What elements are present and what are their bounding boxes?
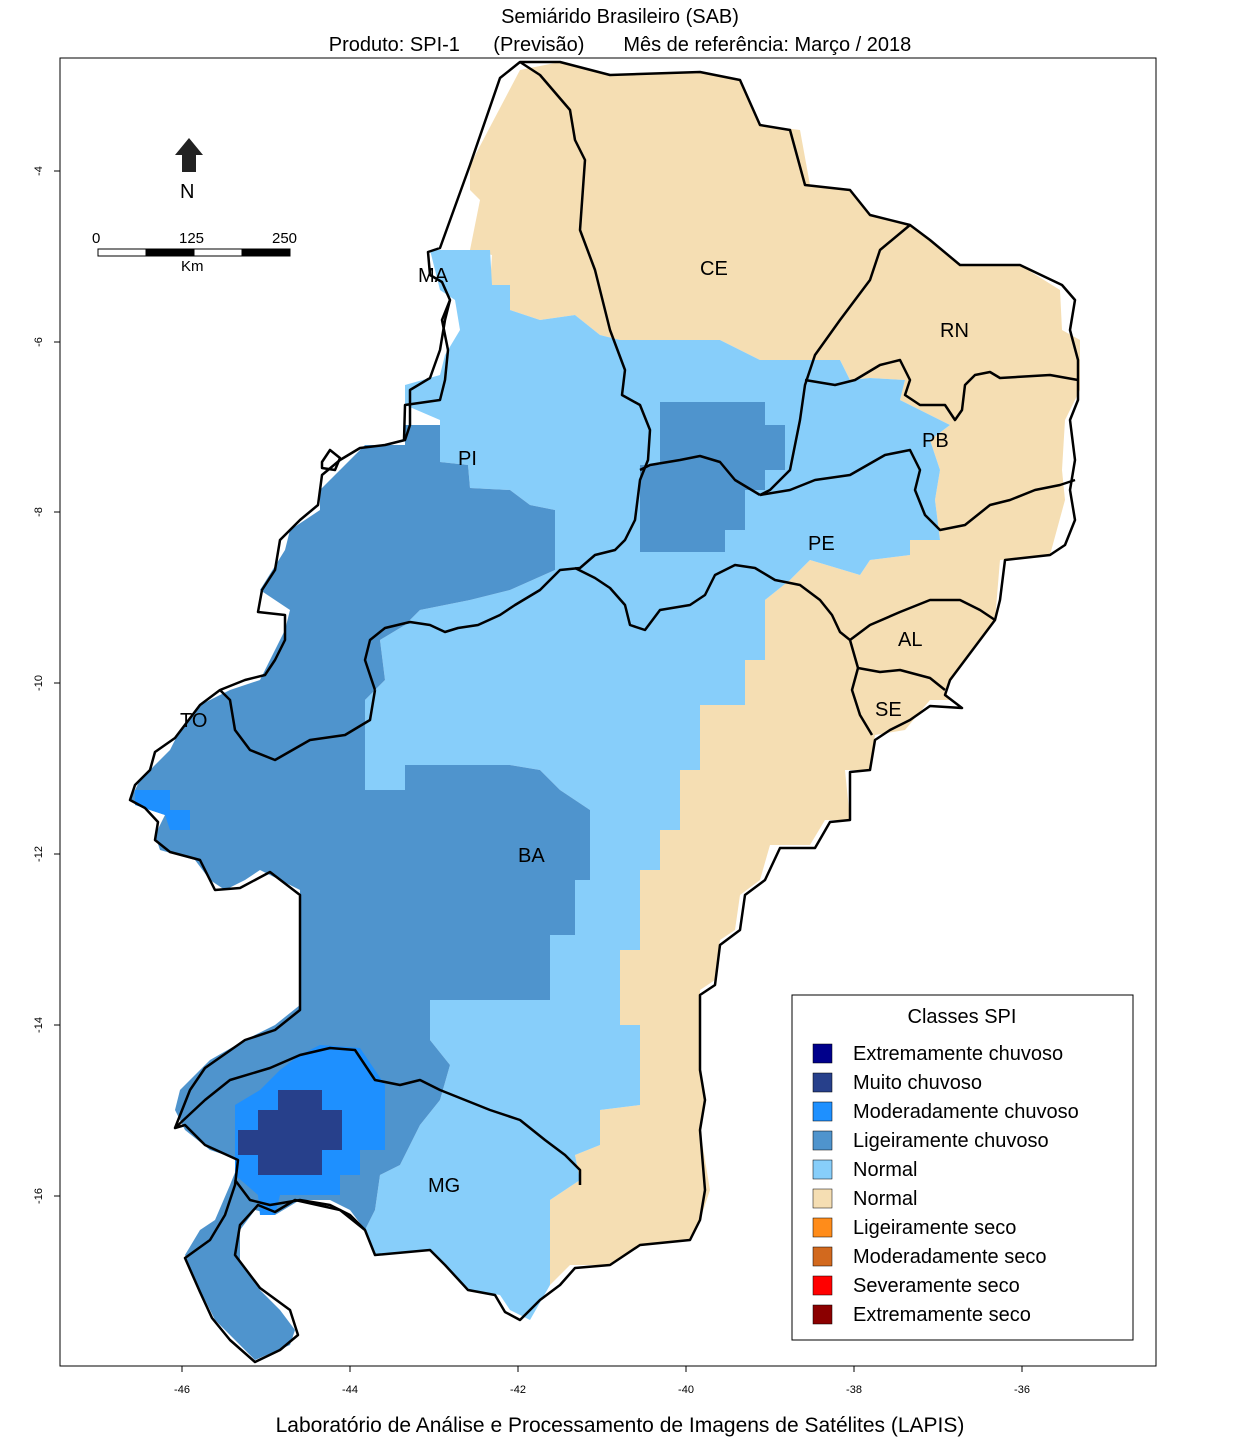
state-label-mg: MG: [428, 1175, 460, 1197]
subtitle-reference: Mês de referência: Março / 2018: [623, 34, 912, 56]
north-arrow-icon: [175, 138, 203, 172]
state-label-to: TO: [180, 710, 207, 732]
scale-bar: 0 125 250 Km: [92, 230, 297, 275]
border-ba-al-se: [848, 639, 874, 736]
legend-label: Muito chuvoso: [853, 1072, 982, 1094]
border-pe-south: [759, 448, 1076, 532]
legend-swatch: [812, 1159, 833, 1180]
state-label-pi: PI: [458, 448, 477, 470]
legend-title: Classes SPI: [908, 1006, 1017, 1028]
legend-label: Ligeiramente seco: [853, 1217, 1016, 1239]
legend-label: Moderadamente chuvoso: [853, 1101, 1079, 1123]
state-label-pb: PB: [922, 430, 949, 452]
state-label-rn: RN: [940, 320, 969, 342]
state-label-ba: BA: [518, 845, 545, 867]
state-label-se: SE: [875, 699, 902, 721]
legend-label: Extremamente seco: [853, 1304, 1031, 1326]
border-ba-mg: [174, 1046, 582, 1185]
x-tick-label: -46: [174, 1384, 190, 1396]
x-tick-label: -40: [678, 1384, 694, 1396]
y-tick-label: -8: [33, 507, 45, 517]
border-se-al: [857, 666, 946, 691]
legend-swatch: [812, 1130, 833, 1151]
legend-swatch: [812, 1246, 833, 1267]
x-tick-label: -36: [1014, 1384, 1030, 1396]
legend-label: Ligeiramente chuvoso: [853, 1130, 1049, 1152]
region-slightly-wet-center: [640, 402, 785, 552]
legend-label: Extremamente chuvoso: [853, 1043, 1063, 1065]
state-label-ma: MA: [418, 265, 449, 287]
y-tick-label: -16: [33, 1188, 45, 1204]
state-label-pe: PE: [808, 533, 835, 555]
x-tick-label: -38: [846, 1384, 862, 1396]
legend-label: Severamente seco: [853, 1275, 1020, 1297]
border-al-pe: [849, 598, 996, 641]
state-boundaries: [128, 60, 1080, 1364]
state-label-ce: CE: [700, 258, 728, 280]
map-title: Semiárido Brasileiro (SAB): [501, 6, 739, 28]
x-tick-label: -44: [342, 1384, 358, 1396]
border-pi-ce: [363, 60, 652, 691]
region-normal-dry: [470, 62, 1080, 1285]
legend-box: [791, 994, 1134, 1341]
scale-unit: Km: [181, 258, 204, 275]
scale-label-0: 0: [92, 230, 100, 247]
y-tick-label: -6: [33, 337, 45, 347]
scale-label-250: 250: [272, 230, 297, 247]
region-very-wet: [238, 1090, 342, 1175]
y-tick-label: -14: [33, 1017, 45, 1033]
border-pb-north: [804, 358, 1079, 422]
legend-swatch: [812, 1072, 833, 1093]
legend-label: Moderadamente seco: [853, 1246, 1046, 1268]
border-ma-pi: [402, 299, 452, 441]
y-tick-label: -4: [33, 166, 45, 176]
legend-label: Normal: [853, 1188, 917, 1210]
region-normal-wet: [365, 250, 950, 1320]
border-pb-pe: [639, 454, 761, 497]
legend-swatch: [812, 1043, 833, 1064]
legend-swatch: [812, 1101, 833, 1122]
border-mg-inner: [234, 1179, 366, 1231]
legend-items: Extremamente chuvoso Muito chuvoso Moderad…: [812, 1043, 1079, 1326]
map-subtitle: Produto: SPI-1 (Previsão) Mês de referên…: [0, 34, 1240, 57]
border-pe-ba: [574, 563, 851, 641]
y-tick-label: -12: [33, 846, 45, 862]
x-axis-labels: -46 -44 -42 -40 -38 -36: [174, 1384, 1030, 1396]
subtitle-product: Produto: SPI-1: [328, 34, 460, 56]
y-axis-labels: -4 -6 -8 -10 -12 -14 -16: [33, 166, 45, 1204]
legend-swatch: [812, 1217, 833, 1238]
x-axis-ticks: [181, 1366, 1023, 1372]
north-label: N: [180, 181, 194, 203]
legend: Classes SPI Extremamente chuvoso Muito ch…: [791, 994, 1134, 1341]
subtitle-forecast: (Previsão): [493, 34, 585, 56]
scale-label-125: 125: [179, 230, 204, 247]
y-axis-ticks: [54, 170, 60, 1197]
footer-credit: Laboratório de Análise e Processamento d…: [275, 1414, 965, 1437]
north-arrow: N: [175, 138, 203, 203]
border-to: [219, 689, 377, 762]
state-label-al: AL: [898, 629, 922, 651]
y-tick-label: -10: [33, 675, 45, 691]
legend-label: Normal: [853, 1159, 917, 1181]
state-labels: MA CE RN PI PB PE AL SE TO BA MG: [180, 258, 969, 1197]
legend-swatch: [812, 1188, 833, 1209]
lake-outline: [320, 448, 342, 472]
region-moderately-wet-small: [135, 790, 190, 830]
border-ce-rn: [759, 224, 911, 497]
legend-swatch: [812, 1275, 833, 1296]
legend-swatch: [812, 1304, 833, 1325]
x-tick-label: -42: [510, 1384, 526, 1396]
